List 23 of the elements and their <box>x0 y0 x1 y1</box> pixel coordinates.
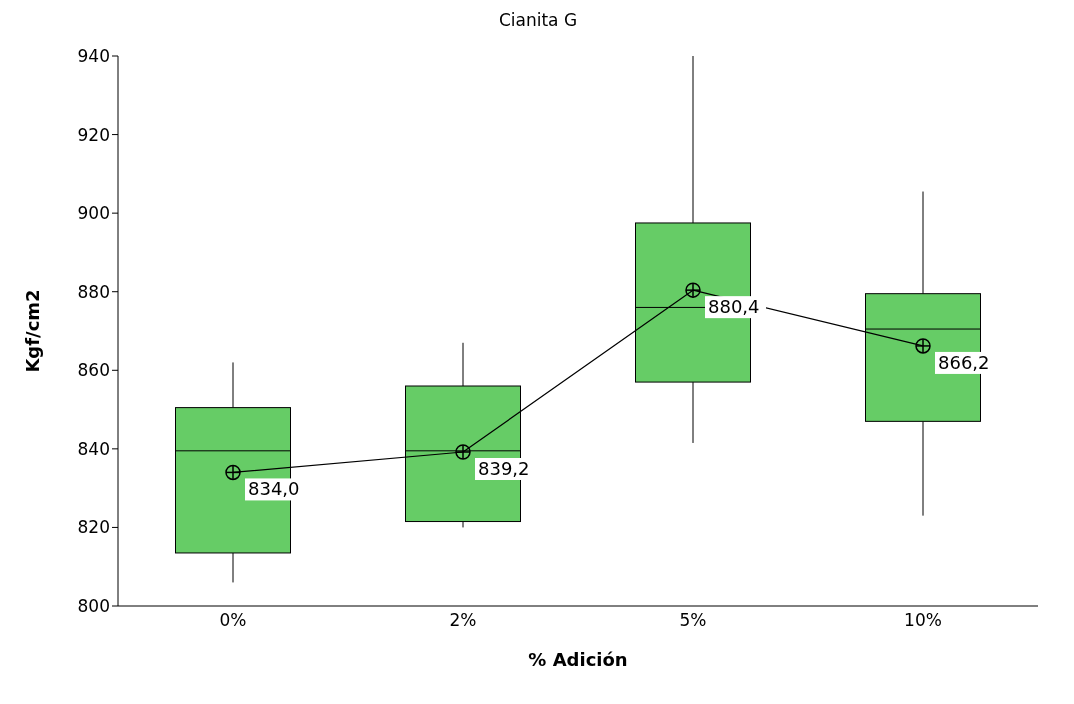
data-label: 866,2 <box>938 351 990 373</box>
point <box>685 282 701 298</box>
data-label: 834,0 <box>248 478 300 500</box>
x-tick-label: 10% <box>904 610 942 631</box>
y-tick-label: 840 <box>77 438 110 459</box>
x-axis-title: % Adición <box>528 649 628 670</box>
point <box>225 464 241 481</box>
data-label: 880,4 <box>708 296 760 318</box>
y-tick-label: 900 <box>77 203 110 224</box>
y-tick-label: 820 <box>77 517 110 538</box>
y-tick-label: 920 <box>77 124 110 145</box>
data-label: 839,2 <box>478 458 530 479</box>
y-axis-title: Kgf/cm2 <box>22 289 44 373</box>
x-tick-label: 2% <box>449 610 477 631</box>
point <box>455 444 471 460</box>
point <box>915 338 931 354</box>
y-tick-label: 940 <box>77 46 110 67</box>
y-tick-label: 800 <box>77 596 110 617</box>
y-tick-label: 880 <box>77 281 110 302</box>
chart-title: Cianita G <box>497 10 579 30</box>
x-tick-label: 0% <box>219 610 247 631</box>
x-tick-label: 5% <box>679 610 707 631</box>
y-tick-label: 860 <box>77 360 110 381</box>
